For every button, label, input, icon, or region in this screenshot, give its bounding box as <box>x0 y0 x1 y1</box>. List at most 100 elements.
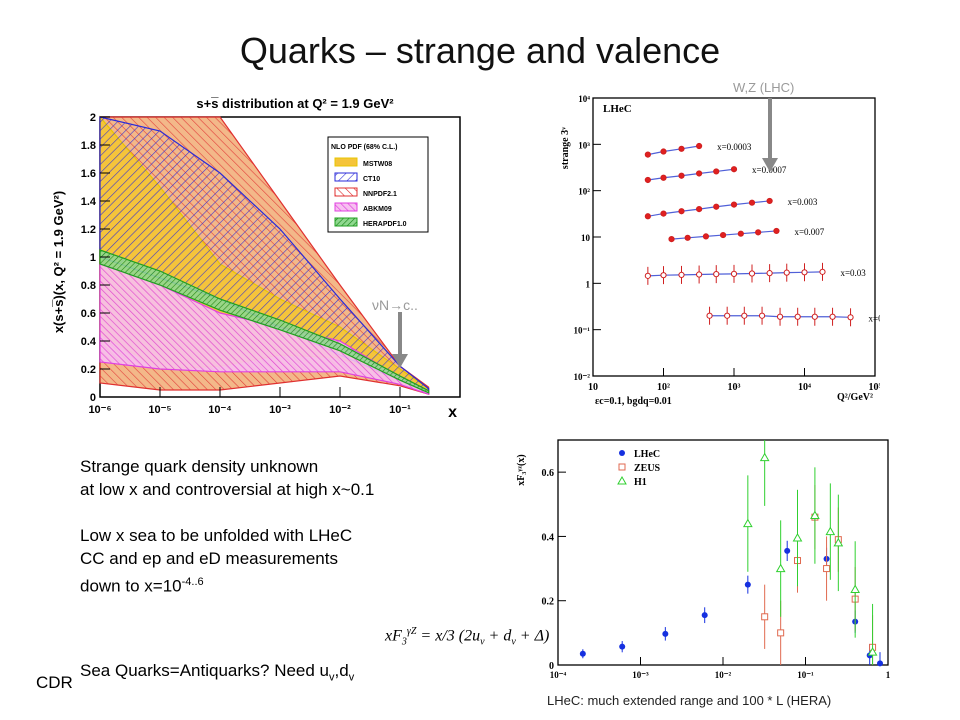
rb-points <box>579 440 884 667</box>
left-xtick-label: 10⁻⁴ <box>208 404 231 416</box>
rb-point-zeus <box>823 565 831 573</box>
rt-point <box>724 312 731 319</box>
formula-lhs-sub: 3 <box>401 636 407 648</box>
left-xtick-label: 10⁻³ <box>269 404 291 416</box>
rt-axes: 10 10² 10³ 10⁴ 10⁵ 10⁻² 10⁻¹ 1 10 10² 10³ 10⁴ <box>574 94 880 393</box>
rt-point <box>696 142 703 150</box>
rt-point <box>713 271 720 278</box>
rt-point <box>696 170 703 177</box>
rt-point <box>678 271 685 279</box>
rt-xtick-label: 10² <box>657 382 670 393</box>
rt-point <box>713 168 720 175</box>
rt-ylabel: strange 3ᵛ <box>560 127 571 169</box>
band-herapdf10 <box>99 249 430 394</box>
rt-point <box>748 199 756 206</box>
rt-point <box>644 213 651 220</box>
rb-ytick-label: 0 <box>549 661 554 672</box>
rt-point <box>773 227 780 235</box>
down-arrow-icon-wz <box>762 98 778 172</box>
rt-xtick-label: 10⁵ <box>869 382 881 393</box>
down-to-text: down to x=10 <box>80 576 182 596</box>
rt-point <box>758 312 766 319</box>
rb-point-h1 <box>867 647 878 656</box>
rb-ylabel: xF₃ᵞᶻ(x) <box>516 454 527 485</box>
rt-series-label: x=0.0003 <box>717 142 752 152</box>
rt-ytick-label: 10⁻² <box>574 372 591 382</box>
rt-point <box>660 174 667 181</box>
left-ytick-label: 1 <box>90 252 96 264</box>
rt-point <box>644 272 651 279</box>
rb-point-lhec <box>662 630 669 637</box>
rb-point-h1 <box>742 518 753 528</box>
cdr-label: CDR <box>36 673 73 692</box>
rt-point <box>730 270 738 277</box>
rt-ytick-label: 1 <box>586 279 591 289</box>
rt-footnote: εc=0.1, bgdq=0.01 <box>595 396 672 407</box>
left-legend: NLO PDF (68% C.L.) MSTW08 CT10 NNPDF2.1 ABKM… <box>327 136 429 233</box>
rt-point <box>644 176 651 184</box>
rb-point-h1 <box>775 563 786 573</box>
rt-point <box>766 270 773 277</box>
left-bands <box>99 115 430 396</box>
rb-xtick-label: 10⁻² <box>715 670 732 680</box>
text-line-5: down to x=10-4..6 <box>80 571 204 598</box>
rt-point <box>776 313 784 320</box>
rb-ytick-label: 0.2 <box>542 597 555 608</box>
sea-quarks-text: Sea Quarks=Antiquarks? Need u <box>80 661 330 680</box>
rt-point <box>819 268 826 275</box>
rt-ytick-label: 10² <box>578 187 590 197</box>
rt-ytick-label: 10³ <box>578 140 590 150</box>
formula-rhs-mid: + d <box>488 627 512 645</box>
legend-swatch <box>334 172 358 182</box>
rt-xtick-label: 10 <box>588 382 598 393</box>
rt-point <box>696 206 703 213</box>
rb-legend-marker <box>618 463 626 471</box>
rt-point <box>660 272 667 279</box>
rt-point <box>847 314 854 321</box>
rb-point-lhec <box>877 660 884 667</box>
caption: LHeC: much extended range and 100 * L (H… <box>547 693 832 708</box>
left-ytick-label: 0.4 <box>81 336 97 348</box>
rt-point <box>644 151 651 158</box>
rt-point <box>719 231 727 239</box>
left-ytick-label: 1.6 <box>81 168 96 180</box>
rb-legend-marker <box>617 475 627 485</box>
formula-rhs-end: + Δ) <box>519 627 550 645</box>
rt-point <box>660 210 667 217</box>
rb-xtick-label: 10⁻³ <box>632 670 649 680</box>
rb-point-zeus <box>777 629 785 637</box>
legend-swatch <box>334 187 358 197</box>
left-xlabel: x <box>448 404 457 421</box>
text-line-6: Sea Quarks=Antiquarks? Need uv,dv <box>80 660 354 688</box>
rt-ytick-label: 10 <box>581 233 591 243</box>
rt-ytick-label: 10⁴ <box>578 94 590 104</box>
rb-legend: LHeC ZEUS H1 <box>617 449 661 488</box>
rt-point <box>748 270 756 277</box>
formula-lhs-sup: γZ <box>406 626 417 637</box>
text-line-2: at low x and controversial at high x~0.1 <box>80 480 375 499</box>
rt-xtick-label: 10⁴ <box>798 382 811 393</box>
rt-xlabel: Q²/GeV² <box>837 392 873 403</box>
rb-point-lhec <box>744 581 751 588</box>
left-ytick-label: 0 <box>90 392 96 404</box>
rt-point <box>678 208 685 215</box>
legend-swatch <box>334 202 358 212</box>
rt-chart-title: LHeC <box>603 103 632 115</box>
rt-point <box>829 313 836 320</box>
rt-point <box>684 234 691 241</box>
rt-series-label: x=0.003 <box>788 197 818 207</box>
rt-point <box>696 271 703 278</box>
rt-point <box>678 145 685 152</box>
down-to-sup: -4..6 <box>181 576 204 588</box>
strange-distribution-chart: 10⁻⁶ 10⁻⁵ 10⁻⁴ 10⁻³ 10⁻² 10⁻¹ 0 0.2 0.4 0.6 0.8 1 1.… <box>51 96 461 421</box>
legend-entry: NNPDF2.1 <box>363 191 397 198</box>
rb-point-h1 <box>850 584 861 593</box>
down-arrow-icon <box>392 312 408 368</box>
text-line-4: CC and ep and eD measurements <box>80 549 338 568</box>
left-xtick-label: 10⁻² <box>329 404 351 416</box>
rb-point-h1 <box>759 452 770 462</box>
band-abkm09 <box>99 263 430 396</box>
rb-point-h1 <box>825 526 836 536</box>
sea-quarks-sub1: v <box>329 671 335 684</box>
slide-title: Quarks – strange and valence <box>239 30 721 71</box>
